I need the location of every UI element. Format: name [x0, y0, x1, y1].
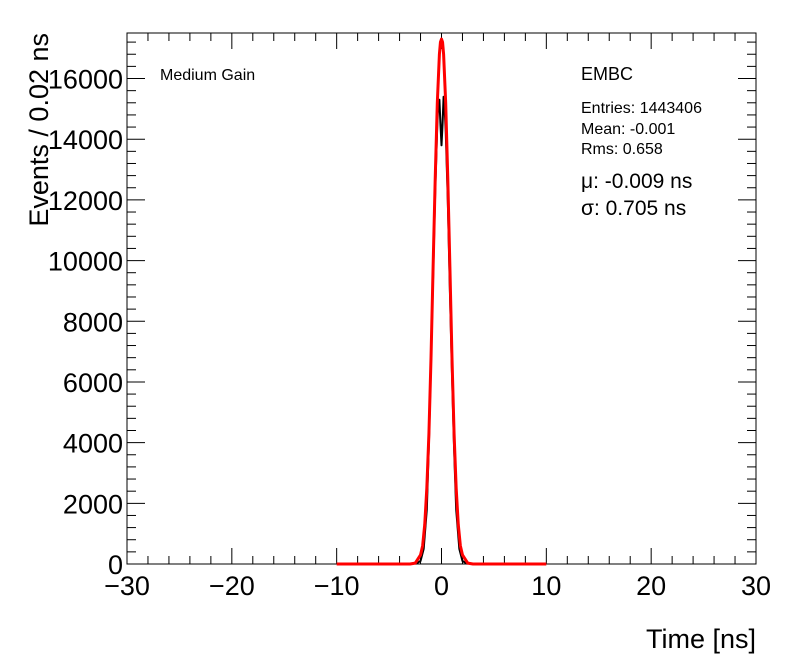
region-label: EMBC	[581, 64, 633, 84]
x-tick-label: −10	[314, 571, 360, 601]
y-tick-label: 4000	[63, 429, 123, 459]
y-tick-label: 2000	[63, 489, 123, 519]
gaussian-fit-line	[336, 37, 547, 566]
series-layer	[336, 37, 547, 566]
y-tick-label: 0	[108, 550, 123, 580]
y-tick-label: 8000	[63, 307, 123, 337]
y-axis-ticks	[127, 41, 756, 565]
entries-stat: Entries: 1443406	[581, 100, 702, 117]
rms-stat: Rms: 0.658	[581, 141, 663, 158]
y-axis-tick-labels: 0 2000 4000 6000 8000 10000 12000 14000 16000	[48, 65, 123, 580]
y-tick-label: 6000	[63, 368, 123, 398]
y-axis-title: Events / 0.02 ns	[24, 33, 54, 227]
x-tick-label: −30	[104, 571, 150, 601]
gain-label: Medium Gain	[160, 67, 255, 84]
mean-stat: Mean: -0.001	[581, 121, 675, 138]
x-tick-label: 10	[531, 571, 561, 601]
x-axis-tick-labels: −30 −20 −10 0 10 20 30	[104, 571, 771, 601]
x-tick-label: −20	[209, 571, 255, 601]
x-tick-label: 20	[636, 571, 666, 601]
sigma-fit-value: σ: 0.705 ns	[581, 197, 686, 220]
x-tick-label: 0	[434, 571, 449, 601]
y-tick-label: 10000	[48, 247, 123, 277]
mu-fit-value: μ: -0.009 ns	[581, 170, 692, 193]
y-tick-label: 12000	[48, 186, 123, 216]
x-axis-title: Time [ns]	[646, 624, 756, 654]
y-tick-label: 14000	[48, 125, 123, 155]
x-tick-label: 30	[741, 571, 771, 601]
histogram-series-line	[414, 95, 469, 565]
y-tick-label: 16000	[48, 65, 123, 95]
